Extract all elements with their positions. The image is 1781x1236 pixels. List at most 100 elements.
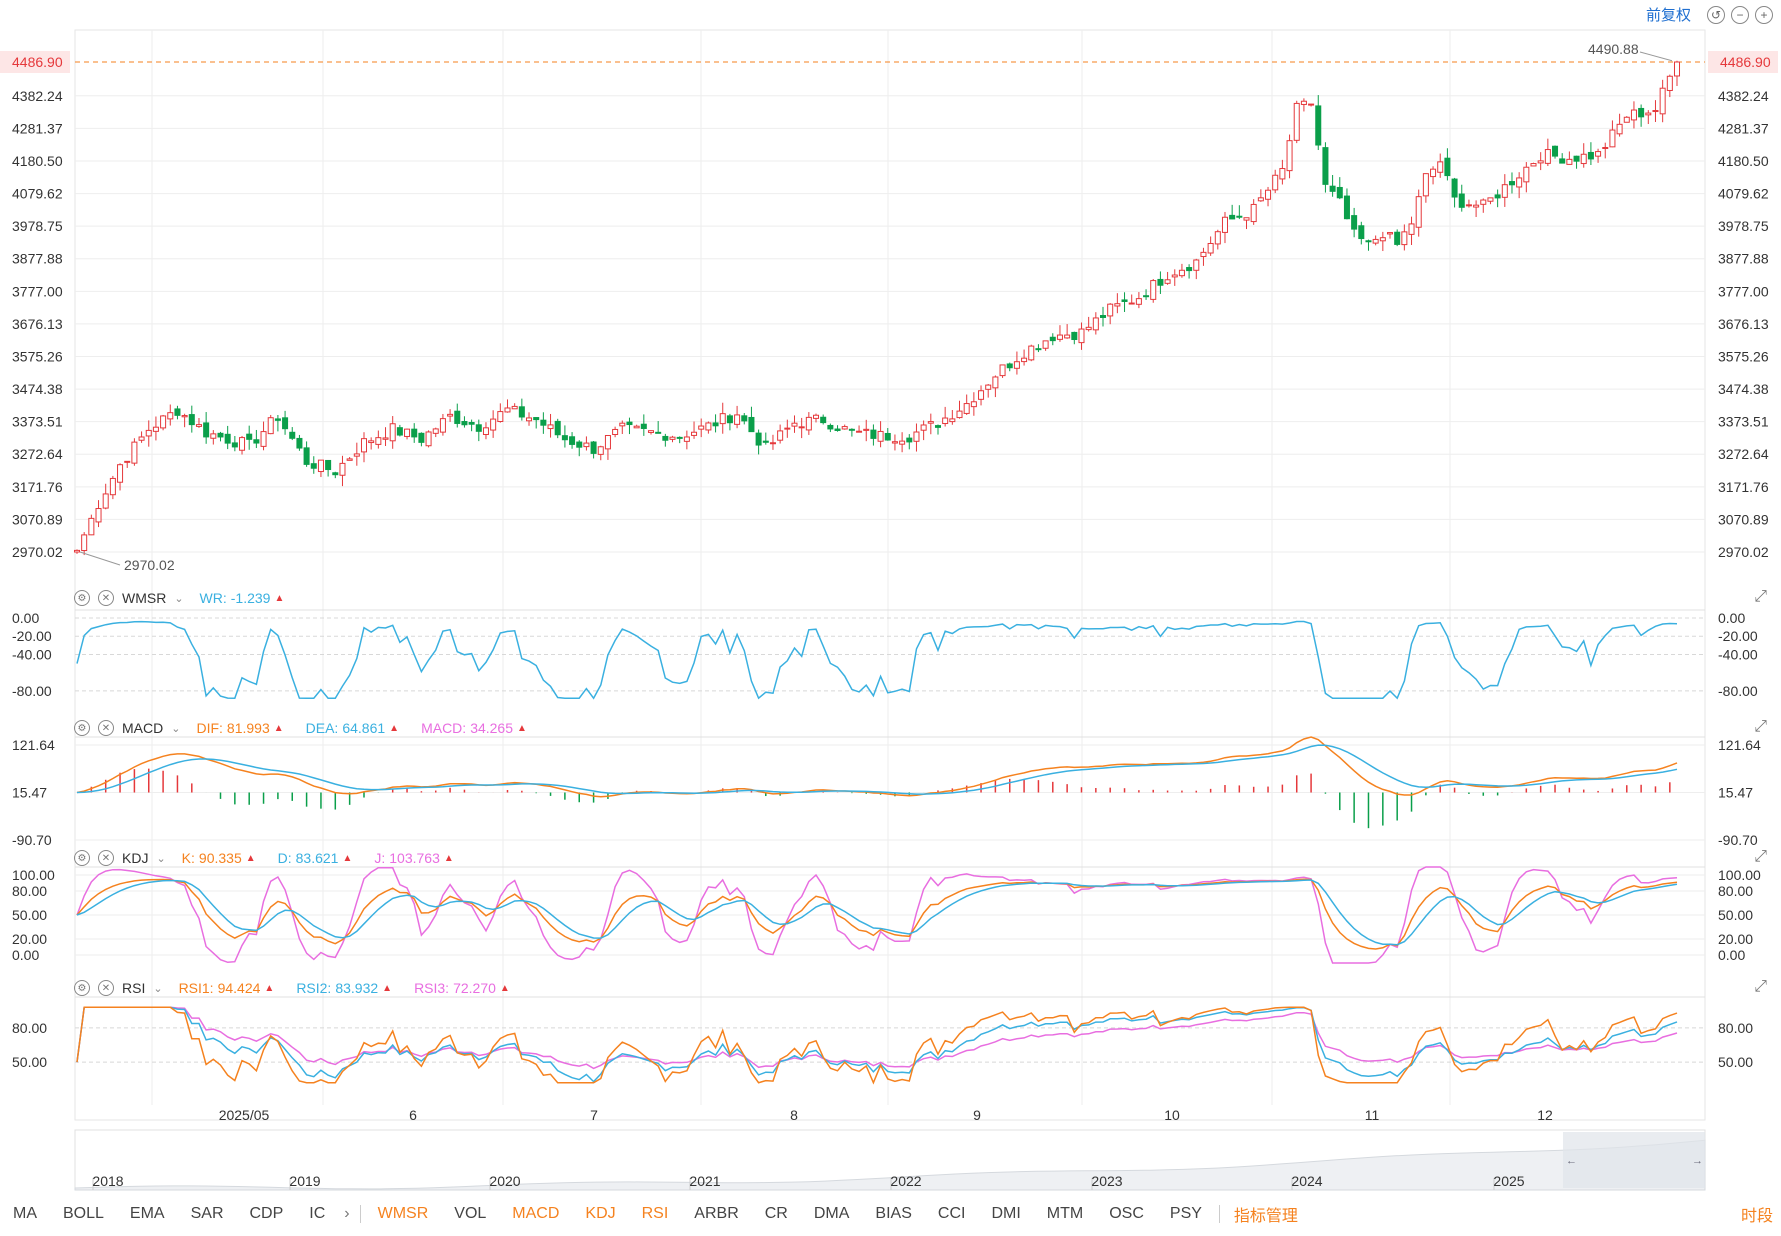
candle-body xyxy=(73,549,81,553)
expand-icon[interactable]: ⤢ xyxy=(1754,588,1767,605)
candle-body xyxy=(303,447,310,465)
expand-icon[interactable]: ⤢ xyxy=(1754,718,1767,735)
indicator-tab-ma[interactable]: MA xyxy=(13,1205,37,1222)
candle-body xyxy=(569,436,576,445)
chevron-down-icon[interactable]: ⌄ xyxy=(174,592,184,605)
candle xyxy=(576,440,583,457)
candle-body xyxy=(561,435,568,441)
candle-body xyxy=(726,415,733,424)
chevron-right-icon[interactable]: › xyxy=(344,1205,350,1222)
candle-body xyxy=(1487,197,1494,202)
candle xyxy=(339,455,346,487)
indicator-tab-cdp[interactable]: CDP xyxy=(249,1205,284,1222)
indicator-tab-mtm[interactable]: MTM xyxy=(1046,1205,1084,1222)
chevron-down-icon[interactable]: ⌄ xyxy=(156,852,166,865)
period-button[interactable]: 时段 xyxy=(1740,1208,1773,1225)
indicator-tab-wmsr[interactable]: WMSR xyxy=(377,1205,429,1222)
candle xyxy=(798,417,805,439)
candle-body xyxy=(1430,168,1437,178)
close-icon[interactable]: ✕ xyxy=(98,720,114,736)
candle-body xyxy=(1092,317,1099,331)
candle-body xyxy=(1300,100,1307,105)
indicator-tab-ic[interactable]: IC xyxy=(309,1205,326,1222)
chevron-down-icon[interactable]: ⌄ xyxy=(153,982,163,995)
candle xyxy=(820,414,827,425)
indicator-tab-dmi[interactable]: DMI xyxy=(991,1205,1021,1222)
zoom-in-icon[interactable]: + xyxy=(1755,5,1773,24)
candle-body xyxy=(784,427,791,430)
settings-icon[interactable]: ⚙ xyxy=(74,720,90,736)
indicator-tab-macd[interactable]: MACD xyxy=(512,1205,560,1222)
macd-header: ⚙ ✕ MACD ⌄ DIF: 81.993 ▲ DEA: 64.861 ▲ M… xyxy=(74,720,541,736)
settings-icon[interactable]: ⚙ xyxy=(74,980,90,996)
candle-body xyxy=(231,442,238,448)
navigator-year-label: 2019 xyxy=(289,1173,320,1189)
kdj-d-value: D: 83.621 ▲ xyxy=(278,850,353,866)
price-adjust-toggle[interactable]: 前复权 xyxy=(1645,7,1691,24)
close-icon[interactable]: ✕ xyxy=(98,980,114,996)
candle xyxy=(439,413,446,436)
settings-icon[interactable]: ⚙ xyxy=(74,590,90,606)
close-icon[interactable]: ✕ xyxy=(98,590,114,606)
candle xyxy=(310,456,317,474)
candle xyxy=(296,434,303,451)
pane-tick-left: 20.00 xyxy=(12,931,47,947)
candle-body xyxy=(152,426,159,432)
rsi2-number: 83.932 xyxy=(335,980,379,996)
settings-icon[interactable]: ⚙ xyxy=(74,850,90,866)
candle-body xyxy=(267,417,274,435)
y-tick-label-right: 3575.26 xyxy=(1718,348,1769,364)
candle xyxy=(461,416,468,428)
candle-body xyxy=(317,459,324,473)
indicator-tab-rsi[interactable]: RSI xyxy=(641,1205,669,1222)
indicator-manage-button[interactable]: 指标管理 xyxy=(1233,1208,1298,1225)
indicator-tab-dma[interactable]: DMA xyxy=(813,1205,850,1222)
indicator-tab-psy[interactable]: PSY xyxy=(1169,1205,1202,1222)
candle-body xyxy=(719,413,726,425)
indicator-tab-ema[interactable]: EMA xyxy=(129,1205,165,1222)
x-tick-label: 12 xyxy=(1537,1107,1553,1123)
candle-body xyxy=(195,424,202,427)
candle-body xyxy=(1473,204,1480,208)
candle-body xyxy=(1537,160,1544,164)
undo-icon[interactable]: ↺ xyxy=(1707,5,1725,24)
zoom-out-icon[interactable]: − xyxy=(1731,5,1749,24)
indicator-tab-sar[interactable]: SAR xyxy=(190,1205,224,1222)
close-icon[interactable]: ✕ xyxy=(98,850,114,866)
candle xyxy=(145,420,152,447)
candle xyxy=(755,429,762,455)
candle-body xyxy=(454,410,461,424)
expand-icon[interactable]: ⤢ xyxy=(1754,848,1767,865)
candle-body xyxy=(1573,155,1580,162)
indicator-tab-cci[interactable]: CCI xyxy=(937,1205,966,1222)
y-tick-label-left: 4079.62 xyxy=(12,186,63,202)
indicator-tab-arbr[interactable]: ARBR xyxy=(694,1205,739,1222)
candle-body xyxy=(1286,140,1293,172)
divider xyxy=(1218,1205,1220,1223)
candle-body xyxy=(1444,157,1451,177)
candle xyxy=(1609,120,1616,148)
candle xyxy=(970,392,977,416)
expand-icon[interactable]: ⤢ xyxy=(1754,978,1767,995)
indicator-tab-boll[interactable]: BOLL xyxy=(63,1205,104,1222)
up-arrow-icon: ▲ xyxy=(389,722,400,734)
indicator-tab-vol[interactable]: VOL xyxy=(454,1205,487,1222)
navigator-layer: ← → 2018 2019 2020 2021 2022 2023 2024 2025 xyxy=(74,1129,1706,1191)
candle xyxy=(1501,174,1508,207)
navigator-area xyxy=(74,1139,1706,1191)
candle-body xyxy=(418,432,425,443)
pane-tick-left: -20.00 xyxy=(12,628,52,644)
candle-body xyxy=(1358,225,1365,240)
dea-line xyxy=(76,744,1678,795)
indicator-tab-cr[interactable]: CR xyxy=(764,1205,788,1222)
j-line xyxy=(76,866,1678,964)
chevron-down-icon[interactable]: ⌄ xyxy=(171,722,181,735)
indicator-tab-bias[interactable]: BIAS xyxy=(875,1205,912,1222)
indicator-tab-kdj[interactable]: KDJ xyxy=(585,1205,616,1222)
indicator-tab-osc[interactable]: OSC xyxy=(1109,1205,1144,1222)
candle-body xyxy=(741,415,748,422)
candle xyxy=(1537,152,1544,171)
y-tick-label-left: 3474.38 xyxy=(12,381,63,397)
wr-value: WR: -1.239 ▲ xyxy=(200,590,285,606)
